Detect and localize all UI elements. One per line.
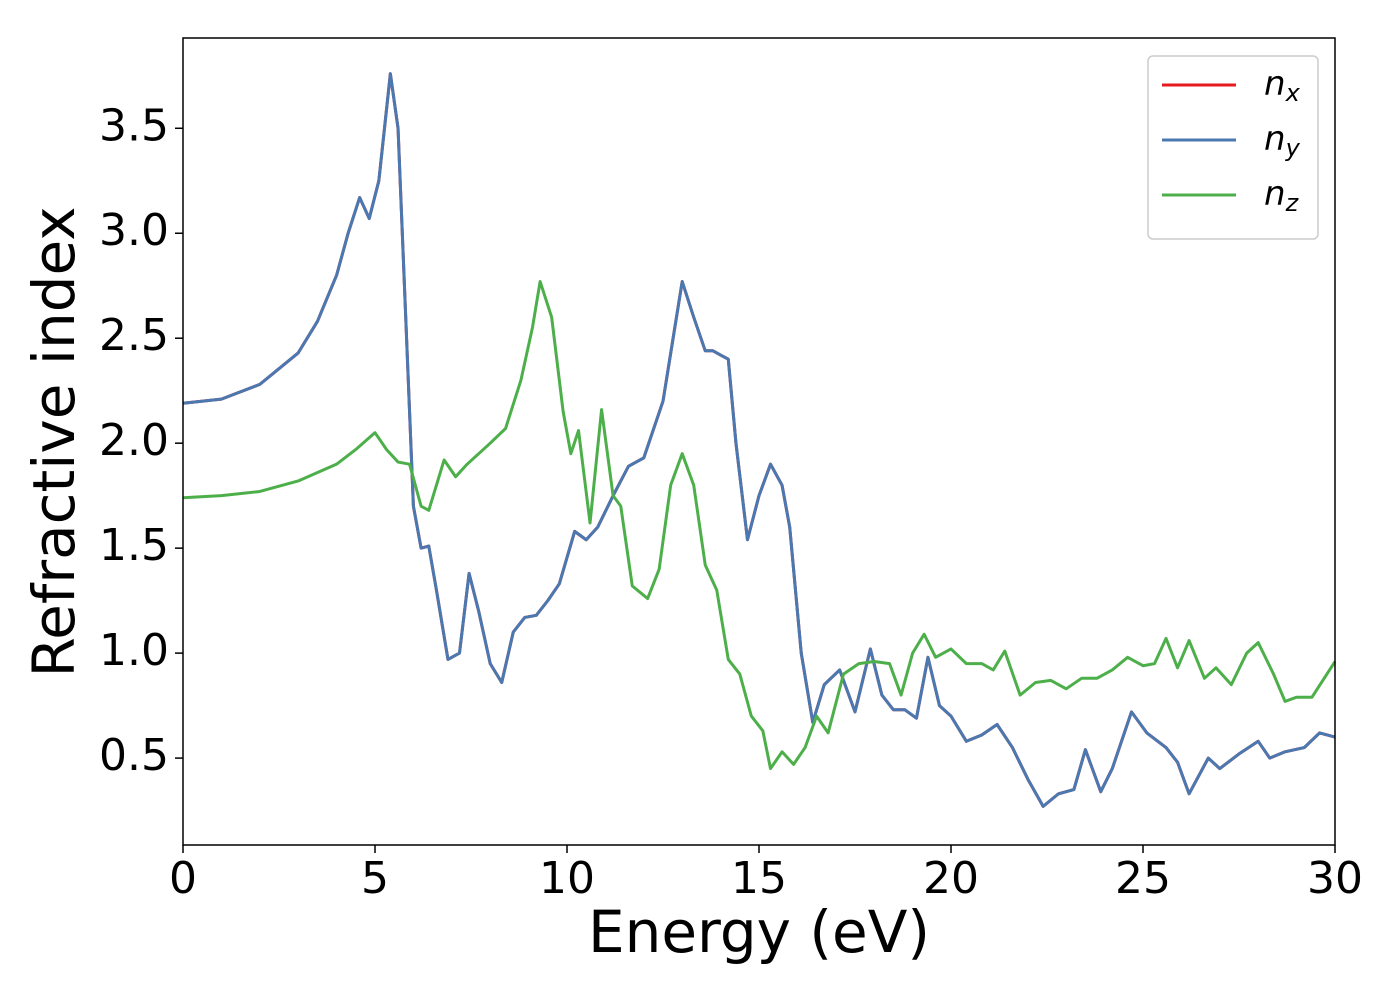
x-tick-label: 30 [1307,853,1363,904]
x-tick-label: 10 [539,853,595,904]
x-tick-label: 5 [361,853,389,904]
legend-label: ny [1264,119,1301,163]
data-line [182,72,1336,808]
x-axis-label: Energy (eV) [588,898,930,966]
x-tick-label: 15 [731,853,787,904]
y-tick-label: 3.0 [99,205,169,256]
plot-frame [182,37,1336,846]
y-tick-label: 3.5 [99,100,169,151]
y-tick-label: 2.0 [99,415,169,466]
legend-label: nx [1264,64,1301,108]
y-tick-label: 1.0 [99,625,169,676]
x-tick-label: 0 [169,853,197,904]
x-tick-label: 20 [923,853,979,904]
y-tick-label: 0.5 [99,730,169,781]
legend-box [1147,55,1319,240]
legend-label: nz [1264,174,1300,218]
x-tick-label: 25 [1115,853,1171,904]
y-tick-label: 2.5 [99,310,169,361]
data-line [182,280,1337,771]
y-tick-label: 1.5 [99,520,169,571]
y-axis-label: Refractive index [20,206,88,677]
